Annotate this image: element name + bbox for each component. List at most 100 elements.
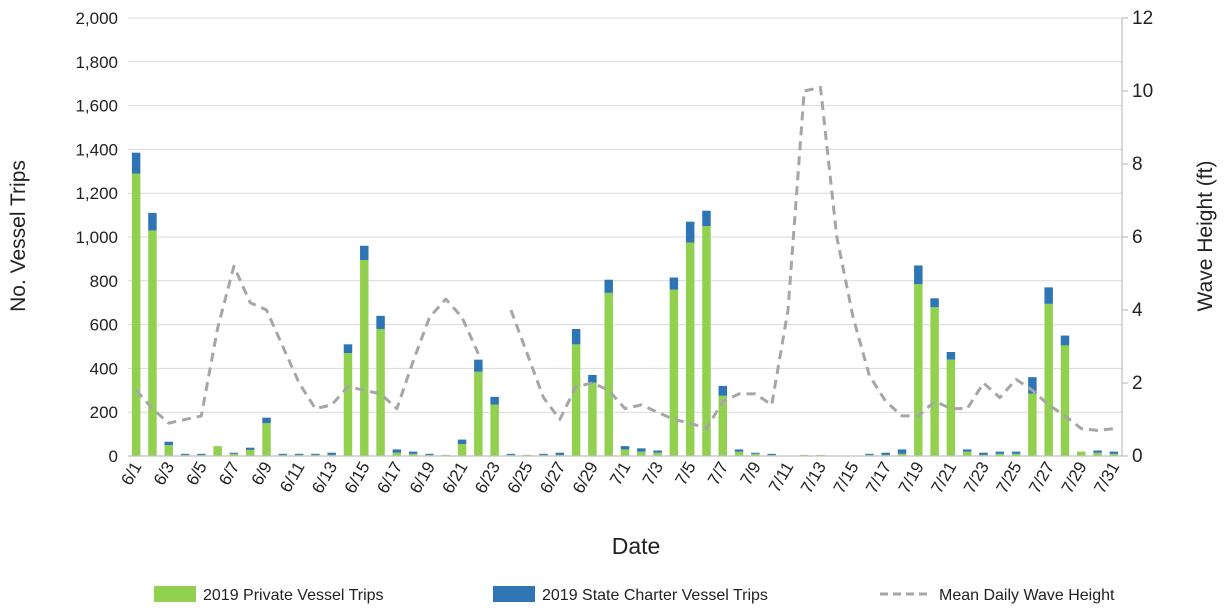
x-tick-label: 7/7 [704,459,732,489]
x-tick-label: 6/3 [150,459,178,489]
x-tick-label: 7/13 [797,459,830,497]
legend-swatch-private [154,586,196,602]
y-tick-label: 1,400 [75,140,118,159]
x-tick-label: 6/29 [569,459,602,497]
bar-charter [327,452,336,455]
bar-charter [294,453,304,455]
bar-private [1044,303,1053,456]
bar-charter [914,265,923,285]
bar-charter [180,453,190,455]
bar-charter [555,452,565,455]
bar-private [376,328,385,456]
bar-charter [148,212,157,231]
bar-charter [229,452,239,454]
bar-charter [1060,335,1070,346]
bar-charter [262,417,271,424]
bar-private [1028,393,1037,456]
bar-private [343,353,353,456]
x-tick-label: 6/19 [406,459,439,497]
legend-label-charter: 2019 State Charter Vessel Trips [542,587,768,604]
bar-charter [425,453,434,455]
x-tick-label: 7/1 [606,459,634,489]
bar-private [685,242,695,456]
x-tick-label: 6/27 [536,459,569,497]
y-tick-label: 0 [109,447,118,466]
bar-charter [408,451,418,454]
bar-charter [360,245,369,260]
bar-private [620,449,630,456]
x-tick-label: 6/15 [341,459,374,497]
y2-tick-label: 4 [1132,300,1143,321]
bar-charter [164,441,173,446]
legend: 2019 Private Vessel Trips 2019 State Cha… [154,586,1115,604]
bar-private [1077,451,1086,456]
y-tick-label: 1,800 [75,53,118,72]
bars [131,152,1119,457]
x-tick-label: 6/1 [117,459,145,489]
bar-private [897,453,907,456]
x-tick-label: 7/9 [737,459,765,489]
bar-private [457,443,467,456]
bar-private [637,451,646,456]
bar-charter [751,452,760,454]
y-axis-left-title: No. Vessel Trips [7,160,30,312]
y2-tick-label: 6 [1132,227,1143,248]
y-tick-label: 2,000 [75,9,118,28]
bar-private [604,292,613,456]
x-tick-label: 6/13 [308,459,341,497]
x-tick-label: 6/23 [471,459,504,497]
bar-private [1093,452,1102,456]
bar-private [1109,453,1119,456]
legend-item-wave: Mean Daily Wave Height [880,587,1115,604]
y2-tick-label: 2 [1132,373,1143,394]
x-tick-label: 7/31 [1090,459,1123,497]
y2-tick-label: 12 [1132,8,1153,29]
bar-charter [376,315,385,329]
bar-charter [245,447,255,450]
bar-private [946,359,956,456]
wave-line [134,85,1115,432]
x-tick-label: 7/27 [1025,459,1058,497]
bar-charter [457,439,467,444]
bar-charter [1011,451,1021,454]
bar-private [914,284,923,456]
wave-line-segment [509,85,1115,432]
y2-tick-label: 8 [1132,154,1143,175]
bar-private [245,449,255,456]
bar-charter [604,279,613,293]
bar-charter [490,396,499,405]
y2-tick-label: 0 [1132,446,1143,467]
bar-charter [588,374,597,383]
y-tick-label: 400 [90,359,118,378]
x-axis-ticks: 6/1 6/3 6/5 6/7 6/9 6/11 6/13 6/15 6/17 6/19 6/21 6… [117,459,1123,497]
bar-charter [278,453,288,455]
bar-charter [767,453,776,455]
bar-charter [669,277,679,290]
bar-charter [881,452,890,455]
bar-charter [506,453,516,455]
legend-label-wave: Mean Daily Wave Height [939,587,1115,604]
y-axis-right-ticks: 0 2 4 6 8 10 12 [1122,8,1153,467]
bar-charter [197,453,206,455]
wave-line-segment [134,264,480,425]
x-tick-label: 6/11 [276,459,308,496]
y-tick-label: 200 [90,403,118,422]
bar-private [588,382,597,456]
bar-private [930,307,939,456]
bar-private [164,445,173,456]
x-tick-label: 7/23 [960,459,993,497]
y2-tick-label: 10 [1132,81,1153,102]
x-tick-label: 6/21 [439,459,472,497]
y-tick-label: 1,200 [75,184,118,203]
x-tick-label: 7/19 [895,459,928,497]
gridlines [128,17,1122,413]
bar-charter [979,452,988,455]
bar-charter [734,449,744,452]
x-tick-label: 7/21 [927,459,960,497]
bar-charter [637,448,646,452]
bar-private [229,453,239,456]
bar-private [702,226,711,456]
bar-private [360,259,369,456]
x-tick-label: 7/3 [639,459,667,489]
